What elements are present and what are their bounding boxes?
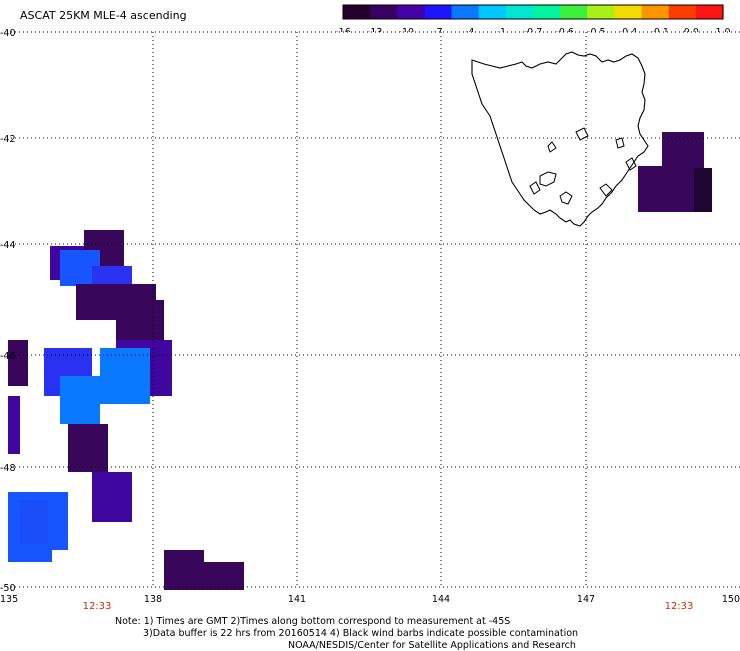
latitude-label: -46	[0, 351, 16, 362]
longitude-label: 150	[722, 594, 740, 605]
tasmania-coast-detail	[529, 127, 637, 205]
colorbar-swatch	[587, 5, 616, 19]
latitude-label: -40	[0, 28, 16, 39]
data-cell	[694, 168, 712, 212]
time-labels: 12:33 12:33	[83, 601, 694, 612]
colorbar-swatch	[641, 5, 670, 19]
data-cell	[638, 166, 704, 212]
data-cell	[662, 132, 704, 172]
longitude-label: 147	[577, 594, 595, 605]
footer-note-line-2: 3)Data buffer is 22 hrs from 20160514 4)…	[143, 628, 579, 639]
colorbar-swatch	[397, 5, 426, 19]
colorbar-swatch	[478, 5, 507, 19]
colorbar-swatch	[533, 5, 561, 19]
data-cell	[60, 376, 100, 424]
data-cell	[100, 348, 150, 404]
data-cell	[92, 472, 132, 522]
data-cell	[8, 396, 20, 454]
colorbar-swatch	[424, 5, 453, 19]
latitude-labels: -40 -42 -44 -46 -48 -50	[0, 28, 16, 594]
latitude-label: -42	[0, 134, 16, 145]
tasmania-coastline	[471, 51, 649, 227]
time-label: 12:33	[665, 601, 694, 612]
colorbar-swatch	[343, 5, 371, 19]
data-cell	[68, 424, 108, 472]
chart-title: ASCAT 25KM MLE-4 ascending	[20, 9, 187, 22]
data-cell	[164, 562, 244, 590]
longitude-label: 138	[144, 594, 162, 605]
colorbar-swatch	[560, 5, 588, 19]
latitude-label: -50	[0, 583, 16, 594]
latitude-label: -48	[0, 463, 16, 474]
data-cell	[20, 500, 36, 544]
colorbar-swatch	[695, 5, 724, 19]
colorbar-swatches	[343, 5, 724, 19]
colorbar-swatch	[505, 5, 534, 19]
tasmania-outline	[471, 51, 649, 227]
colorbar-swatch	[370, 5, 398, 19]
latitude-label: -44	[0, 240, 16, 251]
colorbar-swatch	[451, 5, 480, 19]
longitude-label: 135	[0, 594, 18, 605]
gridlines	[7, 31, 740, 588]
colorbar-frame	[342, 4, 724, 20]
time-label: 12:33	[83, 601, 112, 612]
data-cell	[8, 540, 52, 562]
data-cell	[36, 500, 48, 544]
colorbar-swatch	[614, 5, 643, 19]
longitude-label: 144	[432, 594, 450, 605]
footer-note-line-1: Note: 1) Times are GMT 2)Times along bot…	[115, 616, 511, 627]
colorbar-swatch	[668, 5, 697, 19]
longitude-labels: 135 138 141 144 147 150	[0, 594, 740, 605]
data-cells	[8, 132, 712, 590]
data-cell	[8, 340, 28, 386]
footer-credit: NOAA/NESDIS/Center for Satellite Applica…	[288, 640, 576, 651]
longitude-label: 141	[288, 594, 306, 605]
